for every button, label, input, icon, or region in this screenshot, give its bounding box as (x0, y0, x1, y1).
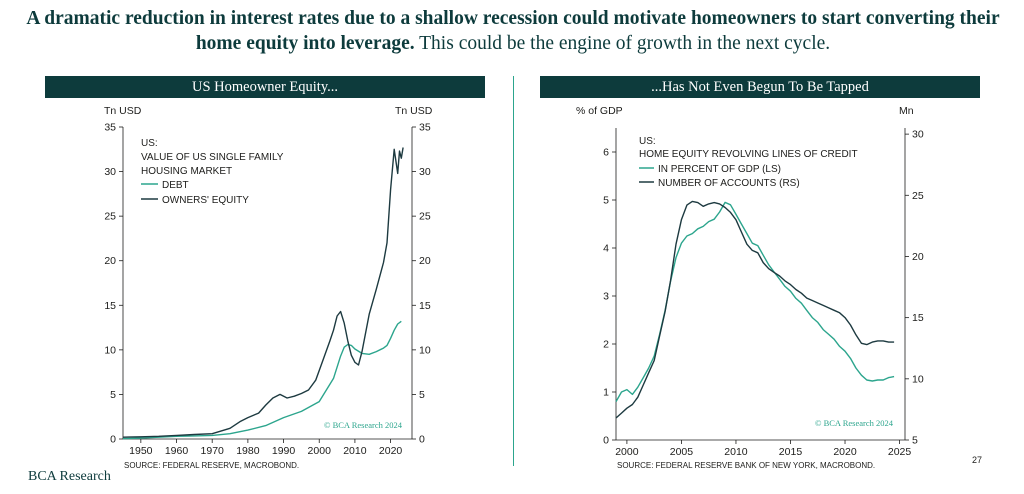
left-chart-ytick-right-label: 25 (419, 211, 431, 223)
left-chart-ytick-left-label: 35 (104, 122, 116, 134)
left-chart-xtick-label: 2020 (379, 445, 403, 457)
left-chart-ytick-left-label: 0 (110, 434, 116, 446)
right-chart-credit: © BCA Research 2024 (815, 418, 894, 428)
left-chart-xtick-label: 1990 (272, 445, 296, 457)
right-chart-ytick-left-label: 1 (603, 387, 609, 399)
right-chart-ytick-right-label: 15 (912, 312, 924, 324)
left-chart-series-1-line (122, 147, 404, 438)
left-chart-credit: © BCA Research 2024 (324, 420, 403, 430)
right-chart-ytick-right-label: 5 (912, 435, 918, 447)
left-legend-subheading-2: HOUSING MARKET (141, 166, 232, 177)
left-chart-title: US Homeowner Equity... (45, 76, 485, 98)
right-chart-ytick-left-label: 5 (603, 195, 609, 207)
right-chart-title: ...Has Not Even Begun To Be Tapped (540, 76, 980, 98)
left-chart-xtick-label: 1960 (165, 445, 189, 457)
left-chart-ytick-right-label: 20 (419, 255, 431, 267)
right-chart-ytick-left-label: 2 (603, 339, 609, 351)
left-chart-source: SOURCE: FEDERAL RESERVE, MACROBOND. (124, 461, 300, 470)
left-legend-equity-label: OWNERS' EQUITY (162, 195, 249, 206)
left-chart-xtick-label: 1970 (201, 445, 225, 457)
right-chart-ytick-right-label: 20 (912, 251, 924, 263)
headline: A dramatic reduction in interest rates d… (18, 6, 1008, 56)
right-chart-series-1-line (615, 200, 895, 419)
left-chart-xtick-label: 2000 (308, 445, 332, 457)
right-legend-gdp-label: IN PERCENT OF GDP (LS) (658, 164, 781, 175)
left-chart-ytick-left-label: 15 (104, 300, 116, 312)
right-chart-ytick-left-label: 4 (603, 243, 609, 255)
right-chart-series-0-line (615, 201, 895, 402)
left-chart-series-0-line (122, 320, 402, 440)
panel-divider (513, 76, 514, 466)
right-chart-right-unit: Mn (899, 105, 914, 117)
page-number: 27 (972, 455, 983, 465)
right-chart-ytick-left-label: 6 (603, 147, 609, 159)
left-chart-left-unit: Tn USD (104, 105, 142, 117)
right-chart-left-unit: % of GDP (576, 105, 623, 117)
right-chart-ytick-left-label: 0 (603, 435, 609, 447)
left-legend-debt-label: DEBT (162, 180, 189, 191)
right-chart-xtick-label: 2020 (833, 446, 857, 458)
left-legend-subheading-1: VALUE OF US SINGLE FAMILY (141, 152, 284, 163)
left-chart-ytick-left-label: 30 (104, 166, 116, 178)
right-legend-accounts-label: NUMBER OF ACCOUNTS (RS) (658, 178, 800, 189)
right-chart-xtick-label: 2015 (779, 446, 803, 458)
left-chart-ytick-left-label: 25 (104, 211, 116, 223)
right-chart-xtick-label: 2025 (888, 446, 912, 458)
right-legend-heading: US: (639, 136, 656, 147)
left-chart-right-unit: Tn USD (395, 105, 433, 117)
right-chart-xtick-label: 2010 (724, 446, 748, 458)
left-chart-xtick-label: 1950 (129, 445, 153, 457)
right-chart-source: SOURCE: FEDERAL RESERVE BANK OF NEW YORK… (617, 461, 876, 470)
headline-bold: A dramatic reduction in interest rates d… (26, 8, 1000, 54)
right-chart-xtick-label: 2005 (670, 446, 694, 458)
right-chart-ytick-right-label: 25 (912, 190, 924, 202)
right-chart-ytick-right-label: 30 (912, 129, 924, 141)
left-chart-ytick-right-label: 10 (419, 344, 431, 356)
right-chart-xtick-label: 2000 (615, 446, 639, 458)
left-chart-xtick-label: 2010 (343, 445, 367, 457)
left-chart-ytick-left-label: 5 (110, 389, 116, 401)
right-chart-ytick-right-label: 10 (912, 373, 924, 385)
left-chart-ytick-right-label: 15 (419, 300, 431, 312)
left-chart-ytick-right-label: 30 (419, 166, 431, 178)
left-chart-ytick-left-label: 10 (104, 344, 116, 356)
left-chart: Tn USD Tn USD 0 5 10 15 20 25 30 35 0 5 10 15 20 25 30… (104, 105, 433, 457)
right-legend-subheading: HOME EQUITY REVOLVING LINES OF CREDIT (639, 149, 858, 160)
left-chart-ytick-right-label: 35 (419, 122, 431, 134)
left-legend-heading: US: (141, 138, 158, 149)
brand-logo: BCA Research (28, 469, 111, 484)
right-chart-ytick-left-label: 3 (603, 291, 609, 303)
left-chart-ytick-left-label: 20 (104, 255, 116, 267)
left-chart-xtick-label: 1980 (236, 445, 260, 457)
left-chart-ytick-right-label: 5 (419, 389, 425, 401)
left-chart-ytick-right-label: 0 (419, 434, 425, 446)
headline-regular: This could be the engine of growth in th… (414, 33, 831, 54)
